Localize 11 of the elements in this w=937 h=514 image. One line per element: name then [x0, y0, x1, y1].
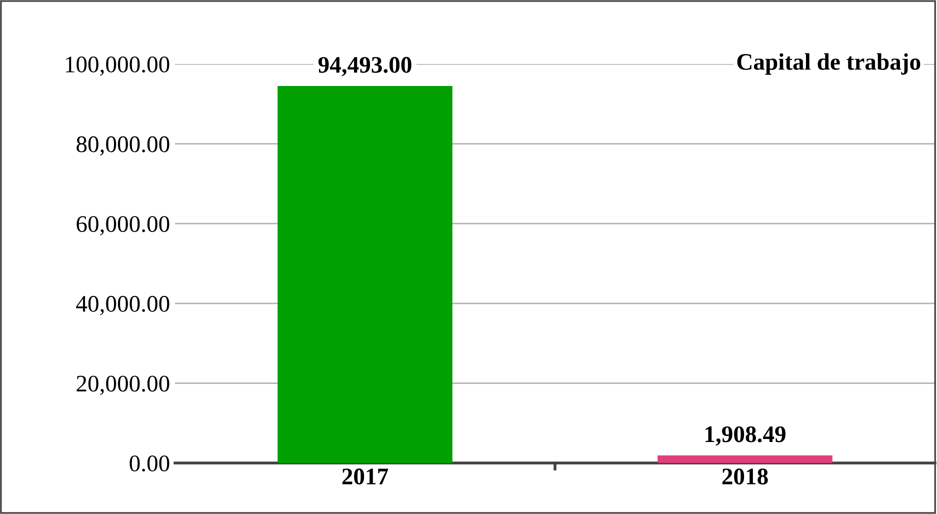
y-tick-label: 0.00	[130, 455, 170, 472]
data-label: 94,493.00	[318, 56, 412, 76]
y-tick-label: 60,000.00	[76, 216, 170, 236]
x-tick-label: 2018	[722, 468, 768, 484]
y-tick-label: 40,000.00	[76, 296, 170, 316]
y-tick-label: 100,000.00	[66, 56, 170, 76]
chart-title: Capital de trabajo	[737, 53, 920, 75]
data-label: 1,908.49	[706, 426, 786, 446]
x-tick-label: 2017	[342, 468, 388, 484]
y-tick-label: 20,000.00	[76, 376, 170, 396]
y-tick-label: 80,000.00	[76, 136, 170, 156]
